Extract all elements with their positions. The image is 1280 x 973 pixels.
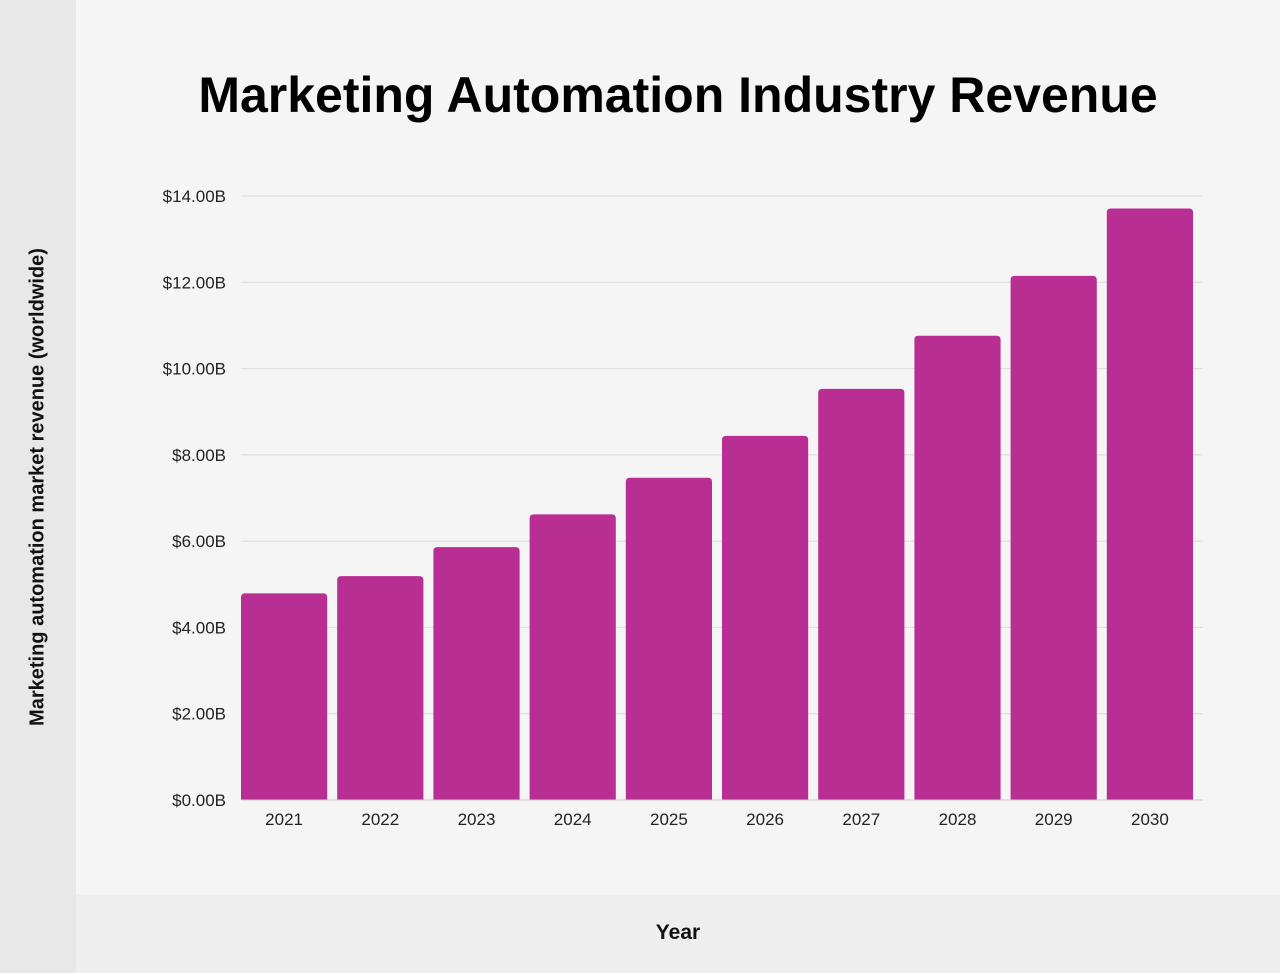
left-panel [0,0,76,973]
bar-2024 [529,514,616,800]
bar-2025 [625,477,712,800]
y-tick-label: $10.00B [163,360,226,379]
y-tick-label: $8.00B [172,446,226,465]
y-tick-label: $2.00B [172,705,226,724]
bar-2027 [818,388,905,800]
bar-2029 [1010,275,1097,800]
y-tick-label: $4.00B [172,618,226,637]
y-tick-label: $12.00B [163,273,226,292]
bar-2026 [722,435,809,800]
x-axis-label: Year [655,921,701,944]
x-tick-label: 2027 [842,810,880,829]
bar-2022 [337,576,424,800]
bottom-band [76,895,1280,973]
x-tick-label: 2030 [1131,810,1169,829]
y-tick-label: $14.00B [163,187,226,206]
x-tick-label: 2022 [361,810,399,829]
x-tick-label: 2028 [939,810,977,829]
x-tick-label: 2021 [265,810,303,829]
x-tick-label: 2023 [458,810,496,829]
chart-title: Marketing Automation Industry Revenue [198,67,1158,123]
bar-2021 [241,593,328,800]
x-tick-label: 2024 [554,810,592,829]
y-tick-label: $0.00B [172,791,226,810]
bar-2030 [1106,208,1193,801]
x-tick-label: 2026 [746,810,784,829]
bar-2023 [433,547,520,800]
x-tick-label: 2025 [650,810,688,829]
bar-2028 [914,335,1001,800]
x-tick-label: 2029 [1035,810,1073,829]
y-tick-label: $6.00B [172,532,226,551]
